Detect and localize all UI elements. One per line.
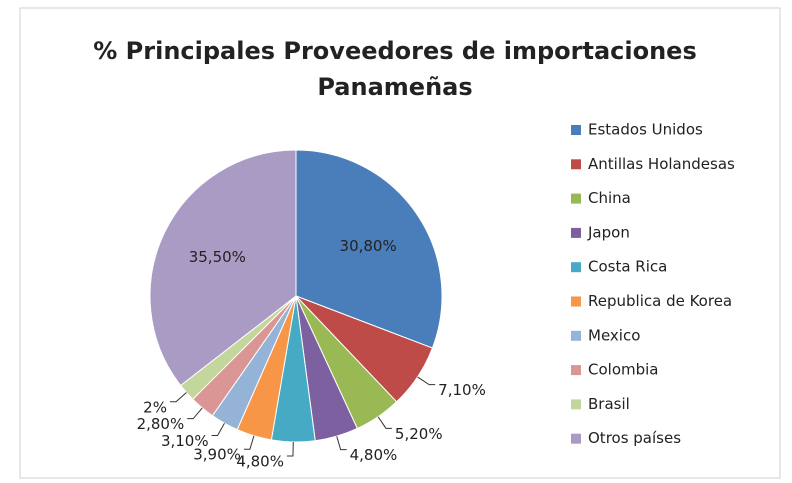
legend-label: Japon: [587, 223, 630, 241]
chart-title-line: % Principales Proveedores de importacion…: [93, 37, 696, 65]
leader-line: [417, 376, 436, 386]
data-label: 2%: [143, 398, 167, 416]
data-label: 3,10%: [161, 432, 209, 450]
legend-label: Republica de Korea: [588, 292, 732, 310]
legend-label: Colombia: [588, 361, 659, 379]
leader-line: [169, 392, 187, 403]
leader-line: [187, 407, 203, 420]
leader-line: [286, 441, 294, 457]
data-label: 2,80%: [137, 415, 185, 433]
data-label: 5,20%: [395, 425, 443, 443]
legend-swatch: [571, 125, 581, 135]
legend-swatch: [571, 365, 581, 376]
legend-swatch: [571, 227, 581, 238]
data-label: 30,80%: [340, 237, 397, 255]
legend-swatch: [571, 433, 581, 444]
pie-slice: [149, 149, 297, 387]
legend-swatch: [571, 330, 581, 341]
data-label: 35,50%: [189, 248, 246, 266]
chart-title: % Principales Proveedores de importacion…: [93, 37, 696, 101]
legend-swatch: [571, 262, 581, 273]
leader-line: [336, 436, 347, 451]
data-label: 3,90%: [193, 446, 241, 464]
legend-label: China: [588, 189, 631, 207]
leader-line: [377, 416, 392, 429]
legend-swatch: [571, 296, 581, 307]
leader-line: [243, 435, 255, 450]
legend-label: Costa Rica: [588, 258, 667, 276]
legend-label: Brasil: [588, 395, 630, 413]
legend-label: Estados Unidos: [588, 121, 703, 139]
chart-title-line: Panameñas: [317, 73, 472, 101]
legend-swatch: [571, 159, 581, 170]
legend-swatch: [571, 193, 581, 204]
data-label: 7,10%: [438, 381, 486, 399]
data-label: 4,80%: [236, 452, 284, 470]
legend-label: Otros países: [588, 429, 681, 447]
legend-swatch: [571, 399, 581, 410]
data-label: 4,80%: [350, 446, 398, 464]
legend-label: Mexico: [588, 326, 640, 344]
legend-label: Antillas Holandesas: [588, 155, 735, 173]
leader-line: [211, 423, 225, 436]
pie-slice: [295, 149, 443, 349]
